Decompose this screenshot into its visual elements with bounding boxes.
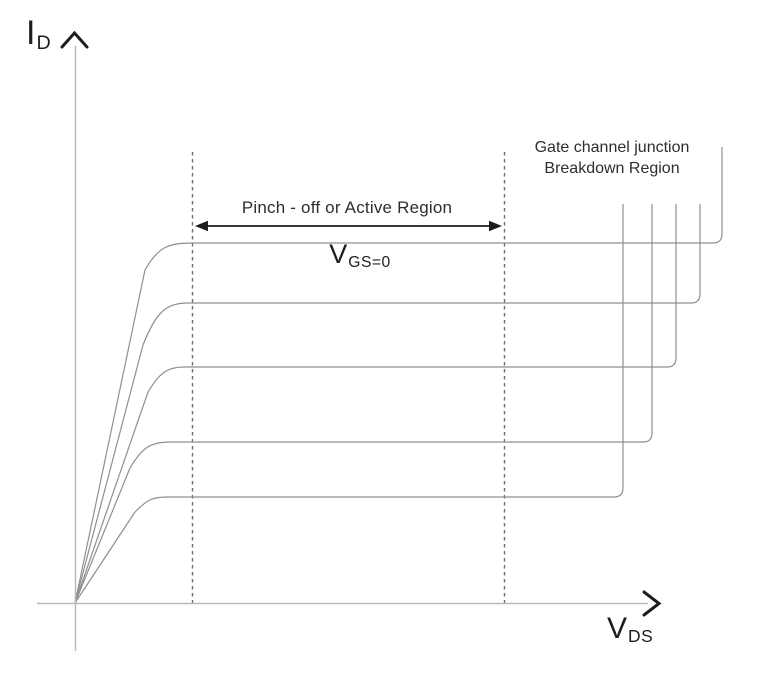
drain-curve-1-vgs-0: [74, 147, 723, 604]
y-axis-arrow-icon: [60, 30, 89, 49]
y-axis-label: ID: [26, 14, 51, 53]
y-axis-label-symbol: I: [26, 14, 36, 52]
breakdown-region-label-line1: Gate channel junction: [534, 139, 690, 156]
breakdown-region-label: Gate channel junction Breakdown Region: [535, 137, 690, 179]
axes: [37, 30, 662, 651]
vgs-label-subscript: GS=0: [348, 253, 391, 271]
y-axis-label-subscript: D: [36, 31, 52, 54]
breakdown-region-label-line2: Breakdown Region: [544, 160, 680, 177]
vgs-zero-curve-label: VGS=0: [329, 239, 391, 271]
pinch-region-arrow-left-head-icon: [195, 220, 208, 232]
drain-curve-4: [74, 204, 653, 604]
pinch-region-span-arrow: [195, 220, 502, 232]
pinch-region-arrow-right-head-icon: [489, 220, 502, 232]
vgs-label-symbol: V: [329, 239, 348, 269]
x-axis-label-subscript: DS: [628, 626, 654, 647]
pinch-boundary-lines: [191, 152, 506, 603]
drain-curve-3: [74, 204, 677, 604]
x-axis-arrow-icon: [642, 590, 662, 617]
x-axis-label-symbol: V: [607, 612, 628, 645]
drain-curve-2: [74, 204, 701, 604]
drain-curve-5: [74, 204, 624, 604]
x-axis-label: VDS: [607, 612, 654, 647]
id-vds-curves: [74, 147, 723, 604]
pinch-region-label: Pinch - off or Active Region: [241, 198, 453, 217]
